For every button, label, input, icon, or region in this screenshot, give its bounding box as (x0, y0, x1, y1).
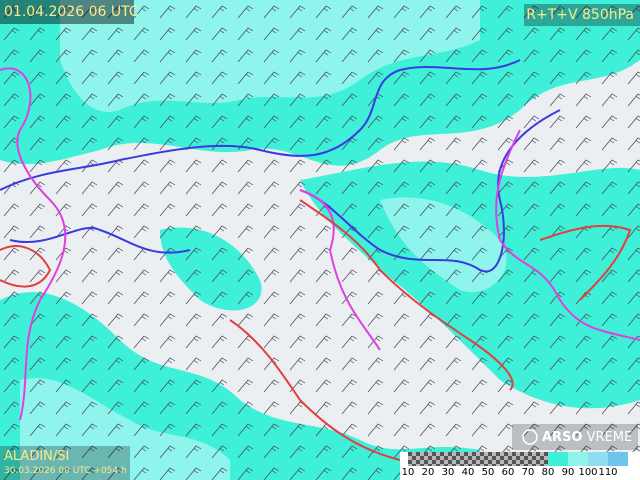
product: R+T+V 850hPa (526, 7, 634, 23)
legend-label: 50 (481, 467, 495, 478)
legend: 10 20 30 40 50 60 70 80 90 100 110 (400, 452, 640, 480)
legend-label: 90 (561, 467, 575, 478)
legend-cell (548, 452, 568, 466)
logo-name: ARSO (542, 430, 583, 445)
legend-label: 70 (521, 467, 535, 478)
logo-suffix: VREME (586, 430, 633, 445)
contours (0, 59, 640, 461)
legend-label: 20 (421, 467, 435, 478)
model: ALADIN/SI (4, 449, 70, 464)
legend-low (408, 452, 548, 466)
valid-time: 01.04.2026 06 UTC (4, 4, 139, 20)
legend-label: 110 (598, 467, 618, 478)
product-bg (524, 4, 640, 26)
legend-cell (608, 452, 628, 466)
legend-label: 80 (541, 467, 555, 478)
legend-cell (568, 452, 588, 466)
legend-label: 100 (578, 467, 598, 478)
legend-label: 40 (461, 467, 475, 478)
logo-bg (512, 424, 638, 450)
title-bg (0, 0, 134, 24)
footer-bg (0, 446, 130, 480)
legend-cell (588, 452, 608, 466)
logo: ARSO VREME (542, 430, 632, 445)
legend-label: 10 (401, 467, 415, 478)
run-time: 30.03.2026 00 UTC +054 h (4, 466, 127, 476)
legend-label: 30 (441, 467, 455, 478)
logo-icon (522, 429, 538, 445)
legend-label: 60 (501, 467, 515, 478)
